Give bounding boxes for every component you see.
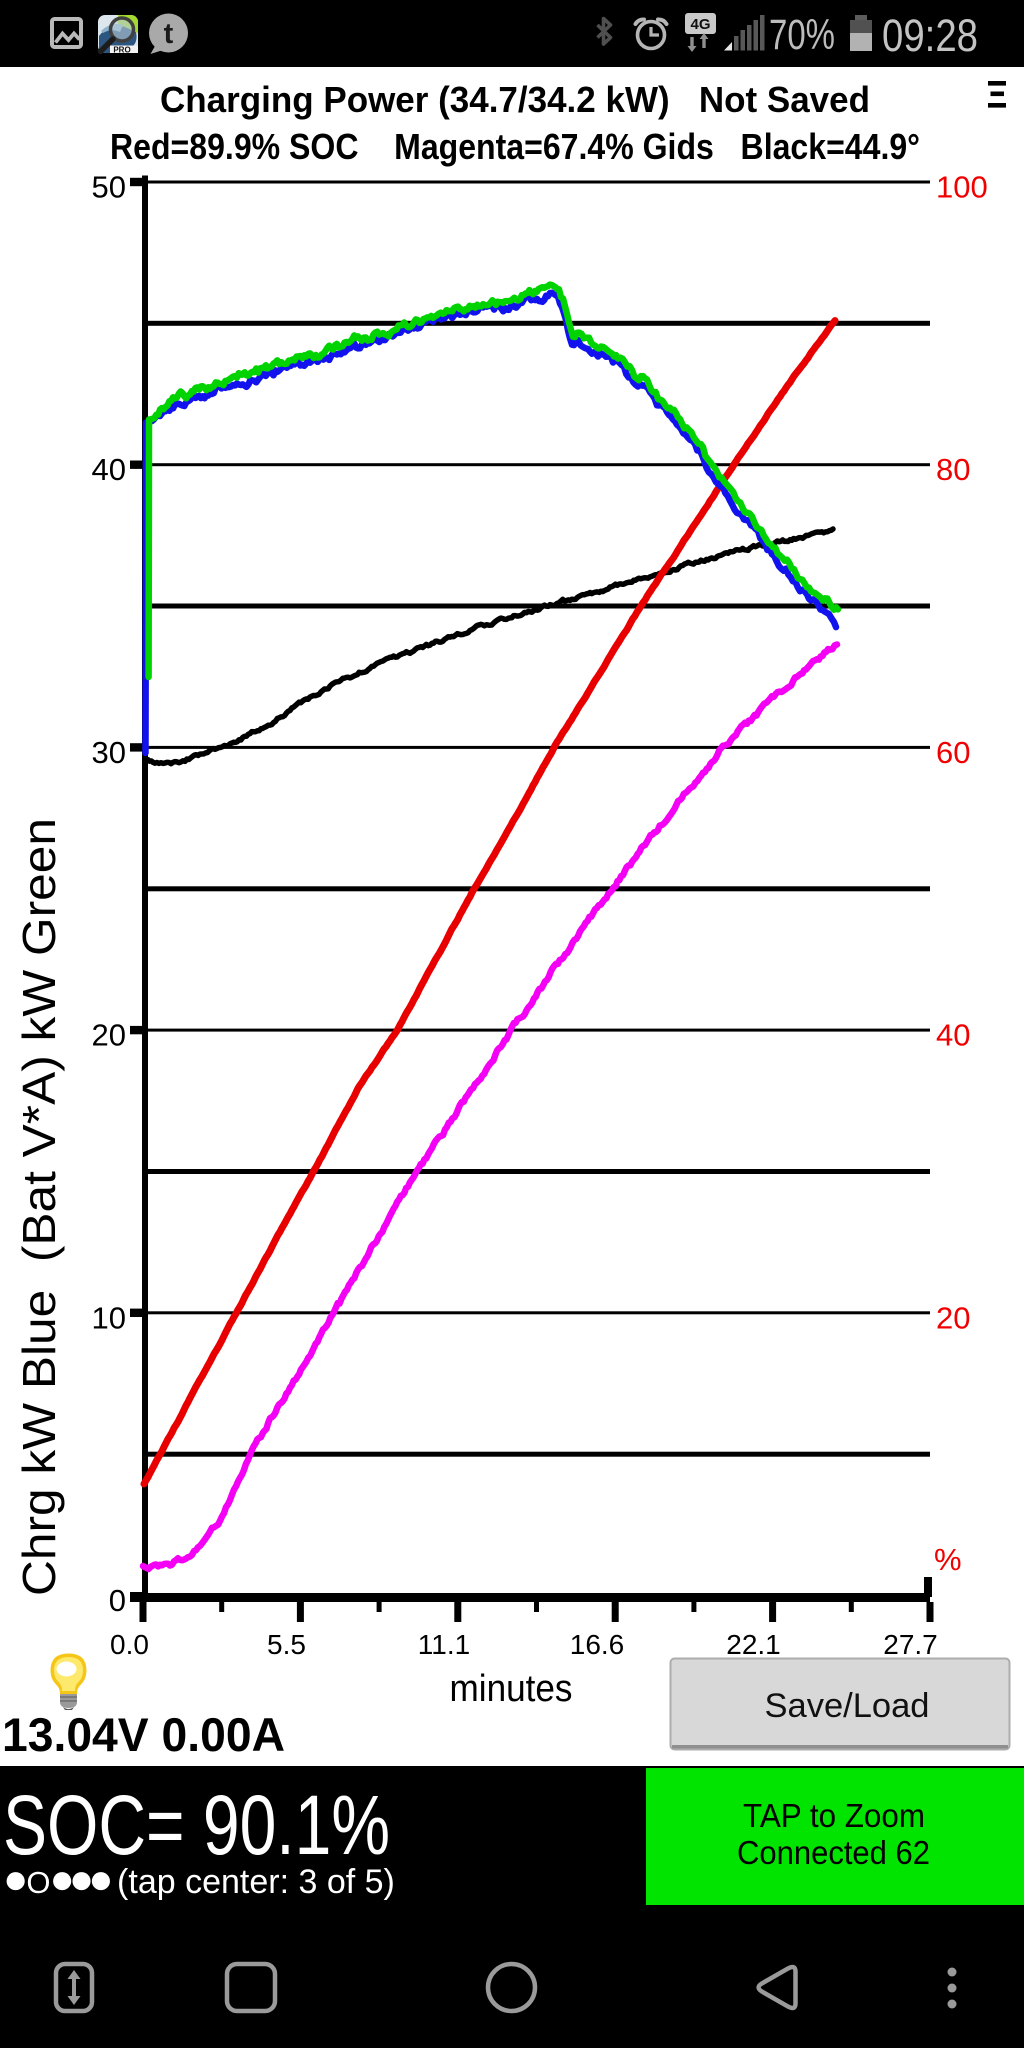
svg-text:Connected 62: Connected 62: [737, 1834, 930, 1871]
svg-text:0.0: 0.0: [110, 1629, 149, 1660]
svg-text:13.04V 0.00A: 13.04V 0.00A: [2, 1708, 285, 1761]
svg-text:5.5: 5.5: [267, 1629, 306, 1660]
svg-text:40: 40: [92, 452, 126, 487]
svg-text:11.1: 11.1: [418, 1629, 470, 1660]
svg-text:0: 0: [109, 1583, 126, 1618]
svg-text:70%: 70%: [769, 11, 835, 59]
svg-text:Charging Power (34.7/34.2 kW): Charging Power (34.7/34.2 kW) Not Saved: [160, 79, 870, 120]
svg-text:50: 50: [92, 170, 126, 205]
svg-text:09:28: 09:28: [882, 10, 978, 61]
svg-text:100: 100: [936, 170, 988, 205]
svg-text:%: %: [934, 1542, 962, 1577]
svg-text:16.6: 16.6: [570, 1629, 625, 1660]
svg-text:27.7: 27.7: [883, 1629, 938, 1660]
svg-text:TAP to Zoom: TAP to Zoom: [743, 1797, 925, 1834]
svg-text:●O●●● (tap center: 3 of 5): ●O●●● (tap center: 3 of 5): [3, 1855, 395, 1902]
svg-text:minutes: minutes: [450, 1668, 573, 1710]
svg-text:PRO: PRO: [113, 46, 130, 55]
svg-text:SOC= 90.1%: SOC= 90.1%: [3, 1778, 390, 1872]
svg-text:4G: 4G: [690, 16, 710, 33]
svg-text:80: 80: [936, 452, 970, 487]
svg-text:40: 40: [936, 1018, 970, 1053]
svg-text:20: 20: [936, 1300, 970, 1335]
svg-text:t: t: [164, 18, 174, 50]
svg-text:Save/Load: Save/Load: [765, 1687, 930, 1725]
svg-text:60: 60: [936, 735, 970, 770]
svg-text:Chrg kW Blue (Bat V*A) kW Gre: Chrg kW Blue (Bat V*A) kW Green: [13, 818, 65, 1596]
svg-text:30: 30: [92, 735, 126, 770]
svg-text:Red=89.9% SOC Magenta=67.4%: Red=89.9% SOC Magenta=67.4% Gids Black=4…: [110, 126, 920, 167]
svg-text:22.1: 22.1: [726, 1629, 781, 1660]
svg-text:10: 10: [92, 1300, 126, 1335]
svg-text:20: 20: [92, 1018, 126, 1053]
